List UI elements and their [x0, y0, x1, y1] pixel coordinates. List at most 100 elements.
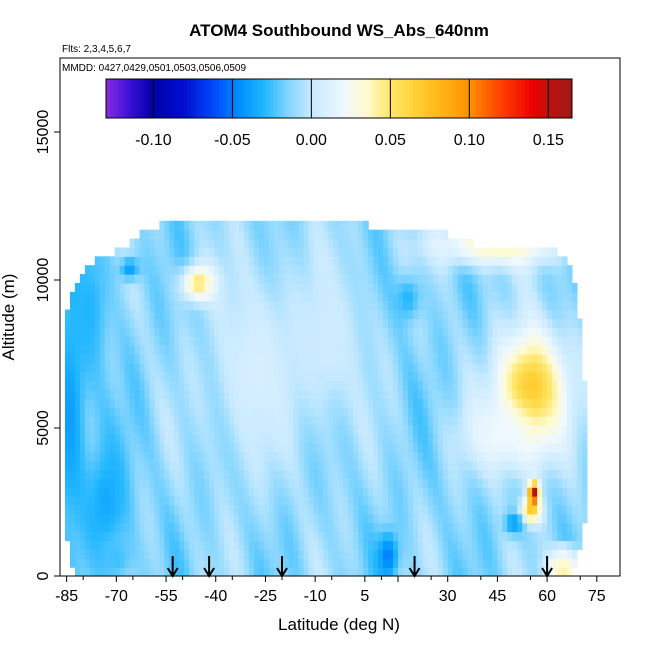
heatmap-cell [353, 416, 359, 426]
heatmap-cell [154, 407, 161, 417]
heatmap-cell [139, 531, 146, 542]
heatmap-cell [497, 247, 503, 257]
heatmap-cell [368, 496, 374, 506]
heatmap-cell [407, 549, 414, 559]
heatmap-cell [338, 300, 344, 311]
heatmap-cell [129, 469, 136, 479]
heatmap-cell [263, 380, 270, 391]
heatmap-cell [522, 531, 528, 542]
heatmap-cell [268, 327, 275, 337]
heatmap-cell [154, 389, 161, 399]
heatmap-cell [487, 549, 494, 559]
heatmap-cell [174, 460, 180, 471]
heatmap-cell [139, 496, 146, 506]
heatmap-cell [542, 345, 548, 355]
heatmap-cell [571, 416, 578, 426]
heatmap-cell [363, 354, 369, 364]
heatmap-cell [437, 567, 444, 577]
heatmap-cell [74, 380, 81, 391]
heatmap-cell [467, 416, 474, 426]
heatmap-cell [283, 345, 290, 355]
heatmap-cell [482, 451, 489, 462]
heatmap-cell [74, 300, 81, 311]
heatmap-cell [204, 371, 210, 382]
heatmap-cell [154, 567, 161, 577]
heatmap-cell [64, 478, 71, 488]
heatmap-cell [417, 336, 424, 346]
heatmap-cell [566, 558, 573, 568]
heatmap-cell [532, 469, 538, 479]
heatmap-cell [224, 371, 230, 382]
heatmap-cell [74, 362, 81, 373]
heatmap-cell [64, 345, 71, 355]
heatmap-cell [149, 433, 156, 444]
heatmap-cell [199, 265, 205, 275]
heatmap-cell [378, 567, 384, 577]
heatmap-cell [313, 354, 320, 364]
heatmap-cell [273, 318, 280, 328]
heatmap-cell [537, 345, 543, 355]
heatmap-cell [219, 416, 225, 426]
heatmap-cell [268, 540, 275, 550]
heatmap-cell [552, 247, 558, 257]
colorbar-swatch [249, 79, 255, 118]
heatmap-cell [353, 318, 359, 328]
heatmap-cell [194, 282, 200, 293]
heatmap-cell [74, 327, 81, 337]
heatmap-cell [89, 549, 96, 559]
heatmap-cell [397, 487, 404, 497]
heatmap-cell [144, 389, 151, 399]
heatmap-cell [184, 513, 190, 524]
heatmap-cell [194, 256, 200, 266]
heatmap-cell [224, 522, 230, 533]
heatmap-cell [253, 433, 260, 444]
heatmap-cell [373, 371, 379, 382]
heatmap-cell [373, 247, 379, 257]
heatmap-cell [258, 549, 265, 559]
heatmap-cell [562, 504, 568, 515]
heatmap-cell [328, 247, 334, 257]
heatmap-cell [84, 354, 91, 364]
heatmap-cell [492, 318, 498, 328]
heatmap-cell [343, 451, 349, 462]
heatmap-cell [164, 478, 170, 488]
heatmap-cell [283, 460, 290, 471]
heatmap-cell [338, 282, 344, 293]
heatmap-cell [119, 300, 126, 311]
heatmap-cell [144, 567, 151, 577]
colorbar-swatch [117, 79, 123, 118]
heatmap-cell [64, 496, 71, 506]
heatmap-cell [308, 327, 315, 337]
heatmap-cell [214, 504, 220, 515]
heatmap-cell [253, 238, 260, 249]
heatmap-cell [318, 380, 325, 391]
heatmap-cell [333, 398, 339, 408]
heatmap-cell [497, 504, 503, 515]
heatmap-cell [214, 425, 220, 435]
heatmap-cell [383, 478, 389, 488]
heatmap-cell [139, 371, 146, 382]
heatmap-cell [189, 442, 195, 453]
heatmap-cell [522, 496, 528, 506]
heatmap-cell [219, 291, 225, 302]
heatmap-cell [467, 496, 474, 506]
heatmap-cell [452, 478, 459, 488]
heatmap-cell [233, 362, 240, 373]
heatmap-cell [303, 487, 310, 497]
heatmap-cell [547, 380, 553, 391]
heatmap-cell [388, 247, 394, 257]
heatmap-cell [298, 504, 305, 515]
heatmap-cell [472, 425, 479, 435]
heatmap-cell [378, 442, 384, 453]
heatmap-cell [487, 371, 494, 382]
heatmap-cell [552, 274, 558, 284]
heatmap-cell [576, 469, 583, 479]
heatmap-cell [517, 416, 523, 426]
heatmap-cell [258, 274, 265, 284]
heatmap-cell [333, 274, 339, 284]
heatmap-cell [323, 558, 329, 568]
heatmap-cell [164, 336, 170, 346]
heatmap-cell [512, 389, 518, 399]
heatmap-cell [258, 389, 265, 399]
heatmap-cell [283, 309, 290, 320]
